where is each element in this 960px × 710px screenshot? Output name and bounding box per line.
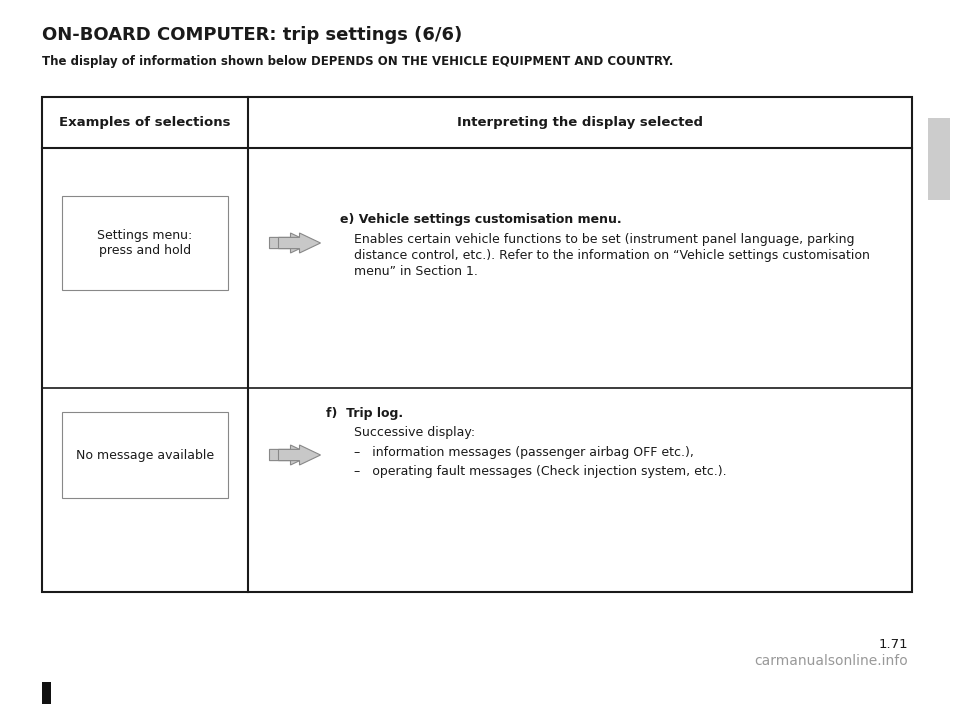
Text: Successive display:: Successive display: bbox=[354, 426, 475, 439]
Text: distance control, etc.). Refer to the information on “Vehicle settings customisa: distance control, etc.). Refer to the in… bbox=[354, 249, 870, 262]
Polygon shape bbox=[278, 233, 321, 253]
Text: Settings menu:
press and hold: Settings menu: press and hold bbox=[97, 229, 193, 257]
Text: carmanualsonline.info: carmanualsonline.info bbox=[755, 654, 908, 668]
Text: The display of information shown below DEPENDS ON THE VEHICLE EQUIPMENT AND COUN: The display of information shown below D… bbox=[42, 55, 673, 68]
Text: ON-BOARD COMPUTER: trip settings (6/6): ON-BOARD COMPUTER: trip settings (6/6) bbox=[42, 26, 463, 44]
Text: e) Vehicle settings customisation menu.: e) Vehicle settings customisation menu. bbox=[340, 213, 622, 226]
Text: 1.71: 1.71 bbox=[878, 638, 908, 651]
Bar bbox=[928, 118, 950, 200]
Text: Examples of selections: Examples of selections bbox=[60, 116, 230, 129]
Text: –   operating fault messages (Check injection system, etc.).: – operating fault messages (Check inject… bbox=[354, 465, 727, 478]
Bar bbox=[62, 196, 228, 290]
Text: Enables certain vehicle functions to be set (instrument panel language, parking: Enables certain vehicle functions to be … bbox=[354, 233, 854, 246]
Bar bbox=[42, 97, 912, 592]
Polygon shape bbox=[270, 445, 311, 465]
Polygon shape bbox=[278, 445, 321, 465]
Text: menu” in Section 1.: menu” in Section 1. bbox=[354, 265, 478, 278]
Bar bbox=[62, 412, 228, 498]
Text: –   information messages (passenger airbag OFF etc.),: – information messages (passenger airbag… bbox=[354, 446, 694, 459]
Text: Interpreting the display selected: Interpreting the display selected bbox=[457, 116, 703, 129]
Polygon shape bbox=[270, 233, 311, 253]
Bar bbox=[42, 682, 51, 704]
Text: No message available: No message available bbox=[76, 449, 214, 462]
Text: f)  Trip log.: f) Trip log. bbox=[326, 407, 403, 420]
